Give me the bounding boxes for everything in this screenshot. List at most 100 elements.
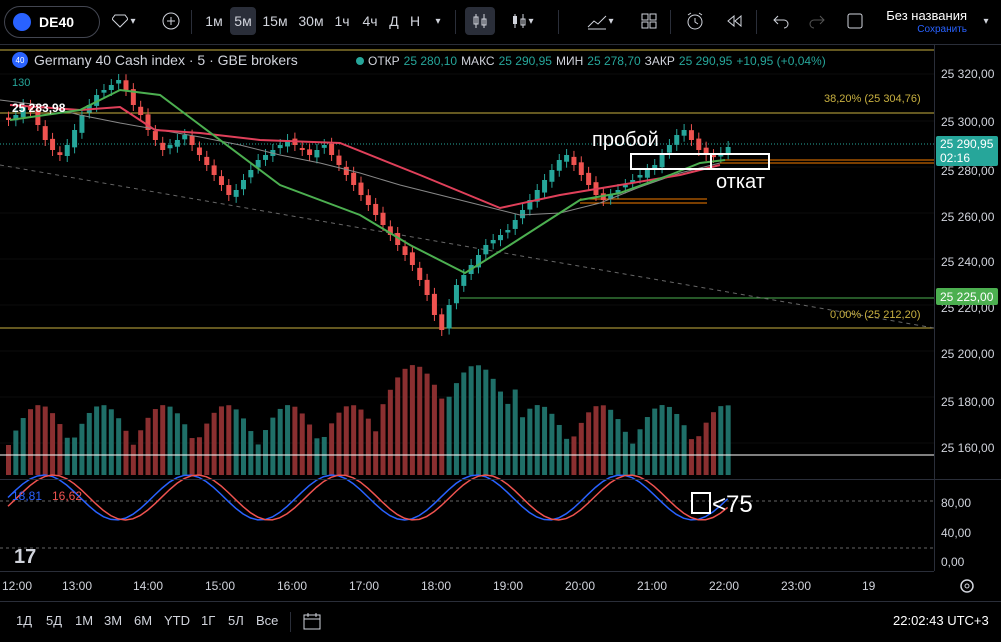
chart-pane[interactable]: 17 пробой откат <75 38,20% (25 304,76) 0… [0,45,934,571]
interval-15m[interactable]: 15м [259,7,291,35]
range-1d[interactable]: 1Д [16,613,32,628]
chevron-down-icon: ▾ [983,16,988,27]
candle-body [101,90,106,93]
interval-dropdown[interactable]: ▾ [428,7,448,35]
range-1y[interactable]: 1Г [201,613,215,628]
interval-30m[interactable]: 30м [295,7,327,35]
volume-bar [645,417,650,475]
volume-bar [447,397,452,475]
interval-week[interactable]: Н [406,7,424,35]
interval-1h[interactable]: 1ч [331,7,353,35]
divider [455,10,456,34]
range-5d[interactable]: 5Д [46,613,62,628]
range-5y[interactable]: 5Л [228,613,244,628]
symbol-legend[interactable]: 40 Germany 40 Cash index · 5 · GBE broke… [12,52,298,68]
replay-button[interactable] [720,7,748,35]
chart-style-button[interactable]: ▾ [502,7,542,35]
candle-body [667,145,672,153]
volume-bar [292,407,297,475]
candle-body [645,170,650,178]
layout-title[interactable]: Без названия Сохранить [886,8,967,35]
candle-body [175,140,180,147]
candle-body [381,213,386,225]
pullback-label: откат [716,171,765,194]
indicators-icon [586,12,608,30]
volume-bar [557,425,562,475]
volume-bar [586,412,591,475]
chart-type-button[interactable] [465,7,495,35]
axis-settings-button[interactable] [958,577,976,598]
high-label: МАКС [461,54,495,68]
candle-body [579,162,584,175]
range-1m[interactable]: 1М [75,613,93,628]
layout-button[interactable] [842,7,868,35]
save-link[interactable]: Сохранить [886,24,967,35]
candle-body [72,130,77,147]
candles-icon [471,12,489,30]
templates-button[interactable] [636,7,662,35]
volume-bar [153,409,158,475]
volume-bar [549,414,554,475]
volume-bar [168,407,173,475]
volume-bar [542,407,547,475]
divider [756,10,757,34]
undo-button[interactable] [768,7,794,35]
interval-4h[interactable]: 4ч [357,7,383,35]
candle-body [439,314,444,330]
bottom-toolbar: 1Д 5Д 1М 3М 6М YTD 1Г 5Л Все 22:02:43 UT… [0,601,1001,642]
price-tick: 25 160,00 [941,441,994,455]
calendar-icon [302,611,322,631]
candle-body [248,170,253,177]
volume-bar [667,407,672,475]
range-ytd[interactable]: YTD [164,613,190,628]
time-axis[interactable]: 12:00 13:00 14:00 15:00 16:00 17:00 18:0… [0,571,934,602]
undo-icon [772,13,790,29]
open-value: 25 280,10 [404,54,457,68]
price-axis[interactable]: 25 320,00 25 300,00 25 280,00 25 260,00 … [934,45,1001,571]
symbol-search[interactable]: DE40 [4,6,100,38]
candle-body [65,145,70,156]
cursor-price: 25 283,98 [12,101,65,115]
range-3m[interactable]: 3М [104,613,122,628]
candle-body [549,170,554,182]
layout-menu-button[interactable]: ▾ [976,7,996,35]
volume-bar [373,431,378,475]
alert-button[interactable] [680,7,710,35]
date-range-button[interactable] [302,611,322,634]
square-icon [846,12,864,30]
bar-countdown: 02:16 [940,151,970,165]
time-tick: 22:00 [709,579,739,593]
redo-icon [808,13,826,29]
grid-icon [640,12,658,30]
volume-bar [564,439,569,475]
time-tick: 17:00 [349,579,379,593]
pane-separator[interactable] [0,479,1001,480]
interval-day[interactable]: Д [385,7,403,35]
volume-bars [6,365,731,475]
range-all[interactable]: Все [256,613,278,628]
interval-1m[interactable]: 1м [200,7,228,35]
candle-body [483,245,488,254]
candle-body [564,155,569,162]
volume-bar [72,438,77,475]
current-price-tag: 25 290,95 02:16 [936,136,998,166]
price-tick: 25 240,00 [941,255,994,269]
gear-icon [958,577,976,595]
utc-clock[interactable]: 22:02:43 UTC+3 [893,613,989,628]
volume-bar [696,436,701,475]
redo-button[interactable] [804,7,830,35]
volume-bar [439,399,444,475]
divider [191,10,192,34]
interval-5m[interactable]: 5м [230,7,256,35]
volume-bar [101,405,106,475]
indicators-button[interactable]: ▾ [575,7,625,35]
compare-symbol-button[interactable]: ▾ [104,7,144,35]
range-6m[interactable]: 6М [134,613,152,628]
add-symbol-button[interactable] [157,7,185,35]
candle-body [123,80,128,90]
volume-bar [674,414,679,475]
chart-canvas[interactable]: 17 [0,45,934,571]
volume-bar [461,372,466,475]
volume-bar [212,413,217,475]
volume-bar [300,413,305,475]
